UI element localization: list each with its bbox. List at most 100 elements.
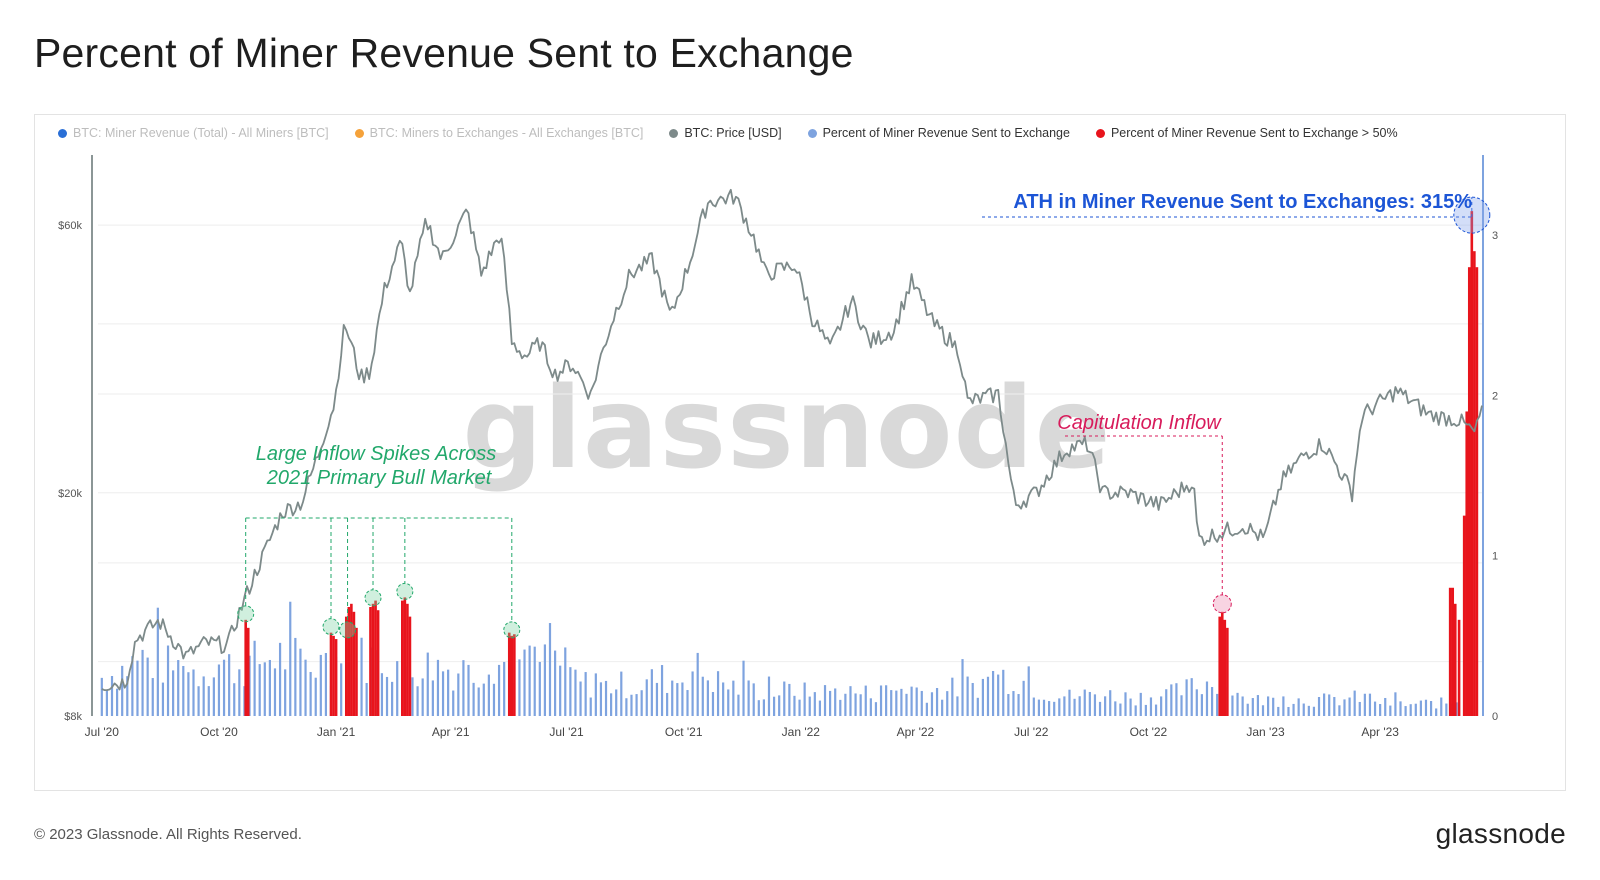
percent-bar xyxy=(115,688,119,716)
percent-bar xyxy=(1098,701,1102,716)
ath-marker xyxy=(1453,196,1491,234)
percent-bar xyxy=(447,669,450,716)
percent-bar xyxy=(1160,696,1163,716)
legend-item-percent-above-50[interactable]: Percent of Miner Revenue Sent to Exchang… xyxy=(1095,126,1398,140)
percent-bar xyxy=(691,671,694,716)
right-axis-tick-label: 1 xyxy=(1492,551,1498,563)
right-axis-tick-label: 0 xyxy=(1492,711,1498,723)
percent-bar xyxy=(1282,696,1285,716)
percent-bar xyxy=(783,681,786,716)
percent-bar xyxy=(548,623,552,716)
percent-bar xyxy=(584,672,587,716)
percent-bar xyxy=(457,673,460,716)
percent-bar xyxy=(1236,692,1239,716)
percent-bar xyxy=(956,696,959,716)
percent-bar xyxy=(538,661,541,716)
right-axis-tick-label: 2 xyxy=(1492,390,1498,402)
percent-bar xyxy=(686,690,689,716)
percent-bar xyxy=(1048,701,1051,716)
percent-bar xyxy=(1379,704,1382,716)
percent-bar xyxy=(849,686,852,716)
percent-bar xyxy=(467,664,470,716)
above-50-bars xyxy=(244,211,1479,716)
percent-bar xyxy=(935,688,939,716)
legend-item-btc-price[interactable]: BTC: Price [USD] xyxy=(669,126,782,140)
percent-bar xyxy=(778,695,781,716)
percent-bar xyxy=(192,669,195,716)
percent-bar xyxy=(1409,704,1412,716)
percent-bar xyxy=(553,650,557,716)
percent-bar xyxy=(946,691,949,716)
percent-bar xyxy=(182,665,185,716)
percent-bar xyxy=(900,688,903,716)
percent-bar xyxy=(1353,690,1356,716)
legend-dot-icon xyxy=(354,128,364,138)
x-axis-tick-label: Oct '21 xyxy=(665,725,703,739)
percent-bar xyxy=(294,637,297,716)
page-title: Percent of Miner Revenue Sent to Exchang… xyxy=(34,30,854,76)
percent-bar xyxy=(920,690,923,716)
legend-item-miner-revenue[interactable]: BTC: Miner Revenue (Total) - All Miners … xyxy=(58,126,329,140)
percent-bar xyxy=(971,682,974,716)
legend-label: Percent of Miner Revenue Sent to Exchang… xyxy=(822,126,1070,140)
percent-bar xyxy=(620,671,623,716)
percent-bar xyxy=(268,659,271,716)
percent-bar xyxy=(574,669,577,716)
percent-bar xyxy=(1083,689,1086,716)
percent-bar xyxy=(813,692,816,716)
percent-bar xyxy=(100,677,103,716)
above-50-bar xyxy=(507,632,511,716)
percent-bar xyxy=(1287,706,1290,716)
percent-bar xyxy=(986,676,990,716)
percent-bar xyxy=(1384,697,1387,716)
percent-bar xyxy=(197,686,200,716)
percent-bar xyxy=(676,683,679,716)
left-axis-tick-label: $8k xyxy=(64,711,82,723)
percent-bar xyxy=(991,670,995,716)
percent-bar xyxy=(1368,693,1372,716)
percent-bar xyxy=(772,696,776,716)
percent-bars xyxy=(100,601,1458,716)
percent-bar xyxy=(1154,704,1158,716)
percent-bar xyxy=(925,702,928,716)
above-50-bar xyxy=(332,635,335,716)
percent-bar xyxy=(1073,698,1076,716)
percent-bar xyxy=(1190,678,1193,716)
above-50-bar xyxy=(1467,267,1471,716)
percent-bar xyxy=(1435,708,1438,716)
above-50-bar xyxy=(1465,411,1469,716)
above-50-bar xyxy=(1451,587,1455,716)
percent-bar xyxy=(156,607,159,716)
percent-bar xyxy=(655,682,659,716)
percent-bar xyxy=(1139,692,1142,716)
x-axis-tick-label: Jul '20 xyxy=(85,725,120,739)
percent-bar xyxy=(885,685,888,716)
percent-bar xyxy=(533,646,536,716)
percent-bar xyxy=(910,686,913,716)
percent-bar xyxy=(1027,666,1030,716)
above-50-bar xyxy=(1226,627,1229,716)
x-axis-tick-label: Jul '22 xyxy=(1014,725,1049,739)
percent-bar xyxy=(1210,687,1214,716)
percent-bar xyxy=(747,680,750,716)
x-axis-tick-label: Jan '23 xyxy=(1246,725,1285,739)
percent-bar xyxy=(1363,693,1366,716)
percent-bar xyxy=(722,682,725,716)
percent-bar xyxy=(228,654,231,716)
x-axis-tick-label: Oct '20 xyxy=(200,725,238,739)
left-axis-tick-label: $60k xyxy=(58,220,82,232)
percent-bar xyxy=(915,687,918,716)
percent-bar xyxy=(1445,703,1448,716)
percent-bar xyxy=(416,686,419,716)
percent-bar xyxy=(1134,705,1137,716)
percent-bar xyxy=(864,685,867,716)
percent-bar xyxy=(732,680,735,716)
btc-price-line xyxy=(101,188,1483,691)
percent-bar xyxy=(879,685,883,716)
percent-bar xyxy=(284,669,287,716)
percent-bar xyxy=(767,676,771,716)
x-axis-tick-label: Apr '23 xyxy=(1361,725,1399,739)
legend-item-percent-sent[interactable]: Percent of Miner Revenue Sent to Exchang… xyxy=(807,126,1070,140)
legend-item-miners-to-exchanges[interactable]: BTC: Miners to Exchanges - All Exchanges… xyxy=(354,126,643,140)
percent-bar xyxy=(421,678,424,716)
